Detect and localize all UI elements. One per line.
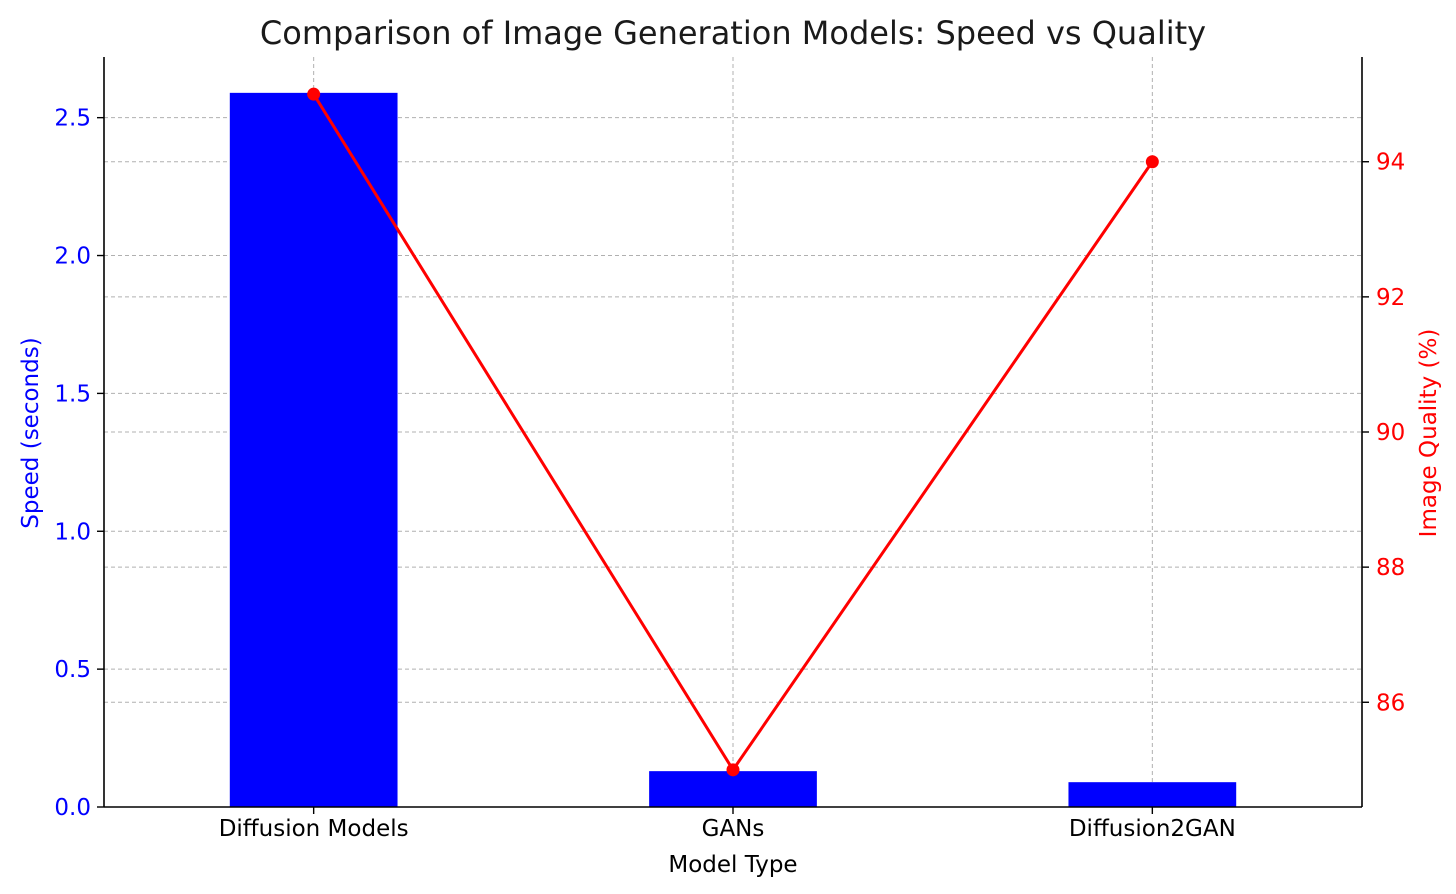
y-right-tick-label: 94 [1376,150,1405,176]
chart-title: Comparison of Image Generation Models: S… [260,14,1206,52]
speed-bar [229,92,398,808]
y-left-tick-label: 0.5 [54,657,91,683]
speed-bar [649,771,817,807]
x-tick-label: GANs [702,816,765,842]
y-axis-right-label: Image Quality (%) [1416,329,1442,538]
bars-layer [229,92,1237,808]
y-left-tick-label: 1.5 [54,381,91,407]
y-left-tick-label: 2.0 [54,244,91,270]
y-right-tick-label: 88 [1376,555,1405,581]
x-tick-label: Diffusion2GAN [1069,816,1236,842]
y-right-tick-label: 86 [1376,690,1405,716]
y-right-tick-label: 92 [1376,285,1405,311]
y-left-tick-label: 1.0 [54,519,91,545]
y-left-tick-label: 0.0 [54,795,91,821]
line-layer [307,87,1159,777]
y-axis-left-label: Speed (seconds) [18,337,44,528]
x-tick-label: Diffusion Models [219,816,409,842]
quality-point [307,87,321,101]
x-axis-label: Model Type [668,852,797,878]
speed-bar [1068,782,1237,807]
quality-point [1145,155,1159,169]
ticks-layer: 0.0 0.5 1.0 1.5 2.0 2.5 86 88 90 92 94 Diffusion Mo… [54,106,1405,842]
y-left-tick-label: 2.5 [54,106,91,132]
y-right-tick-label: 90 [1376,420,1405,446]
quality-point [726,763,740,777]
